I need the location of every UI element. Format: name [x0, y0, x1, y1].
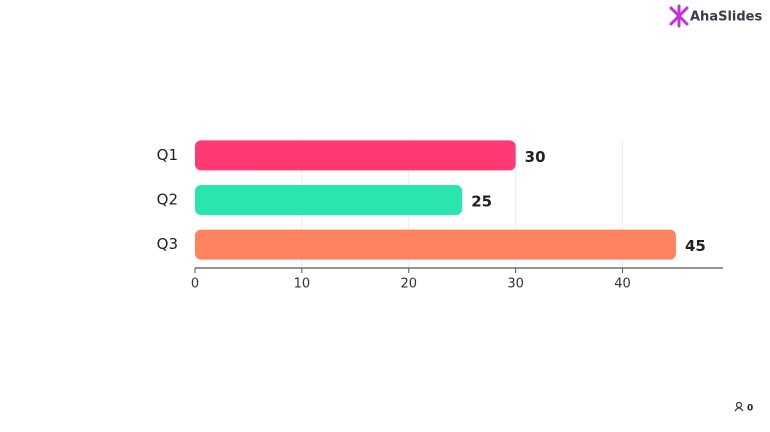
- x-tick-label: 40: [614, 277, 631, 292]
- bar: [195, 229, 676, 260]
- value-label: 25: [471, 193, 492, 211]
- brand-logo: AhaSlides: [669, 4, 762, 28]
- participant-count: 0: [734, 401, 753, 414]
- participant-number: 0: [747, 404, 753, 414]
- participant-icon-body: [734, 407, 744, 412]
- value-label: 30: [525, 148, 546, 166]
- bar: [195, 185, 463, 215]
- y-tick-label: Q1: [157, 146, 178, 164]
- bar: [195, 140, 516, 171]
- x-tick-label: 30: [507, 277, 524, 292]
- logo-icon: [669, 4, 689, 28]
- participant-icon: [735, 401, 743, 409]
- value-label: 45: [685, 237, 706, 255]
- x-tick-label: 20: [400, 277, 417, 292]
- x-tick-label: 0: [191, 277, 199, 292]
- brand-name: AhaSlides: [690, 10, 762, 25]
- x-tick-label: 10: [294, 277, 311, 292]
- y-tick-label: Q2: [157, 191, 178, 209]
- y-tick-label: Q3: [157, 235, 178, 253]
